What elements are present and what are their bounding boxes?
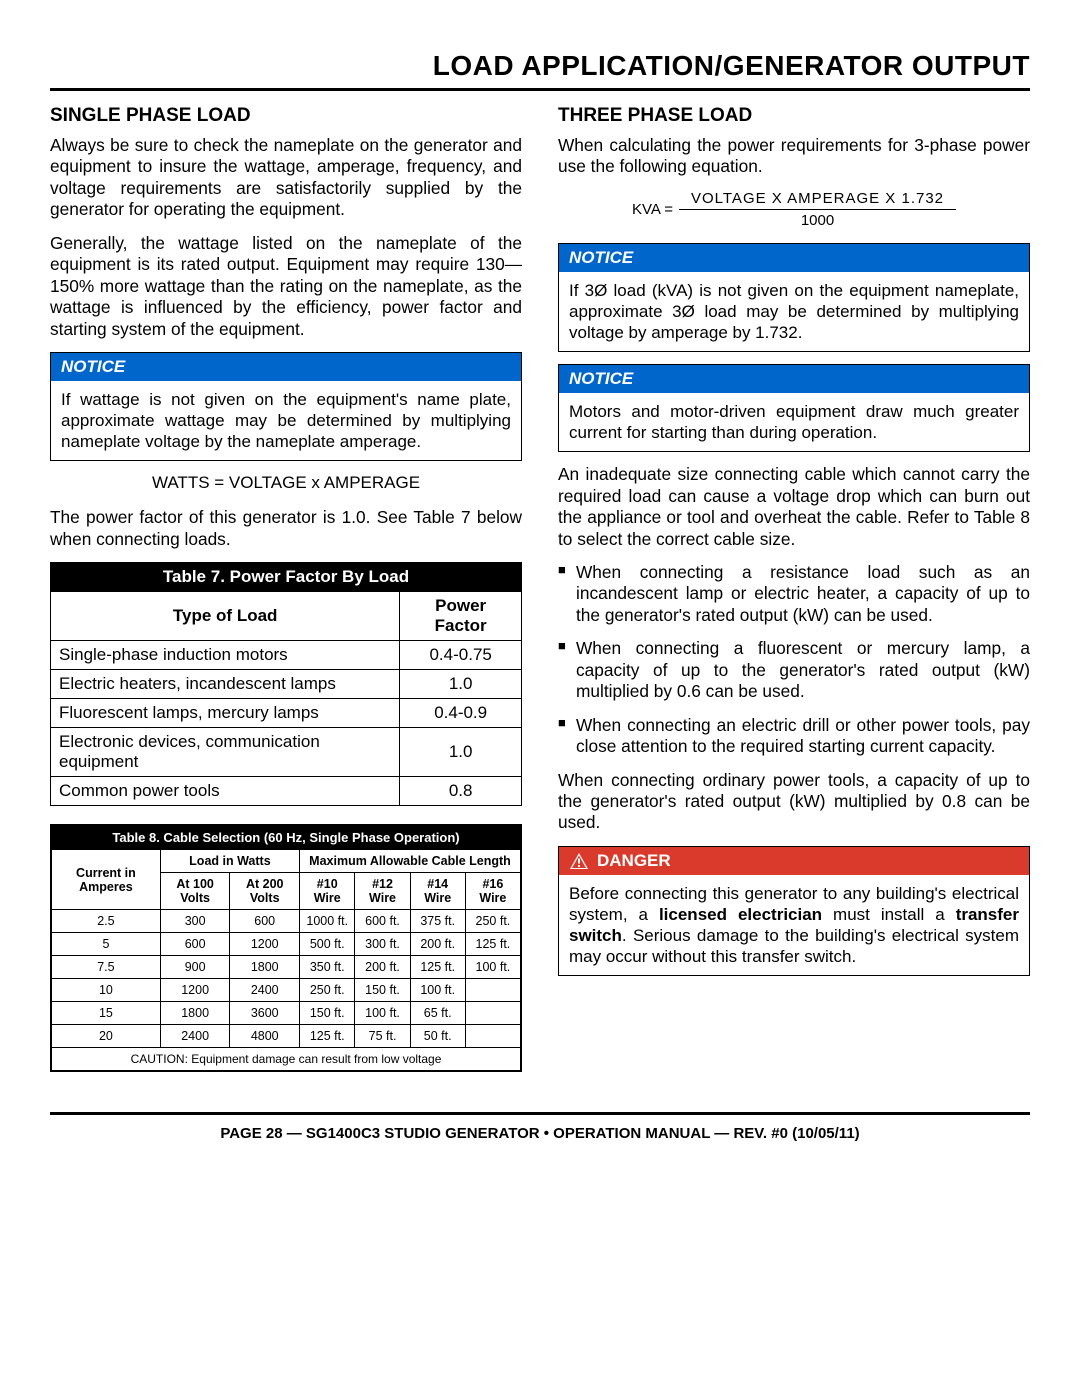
single-phase-para1: Always be sure to check the nameplate on… [50, 135, 522, 221]
page-title: LOAD APPLICATION/GENERATOR OUTPUT [50, 50, 1030, 82]
danger-body: Before connecting this generator to any … [559, 875, 1029, 975]
t8-h-w14: #14 Wire [410, 873, 465, 910]
table-7-power-factor: Table 7. Power Factor By Load Type of Lo… [50, 562, 522, 806]
notice-header: NOTICE [51, 353, 521, 381]
table-row: 56001200500 ft.300 ft.200 ft.125 ft. [51, 933, 521, 956]
t8-h-100v: At 100 Volts [160, 873, 230, 910]
notice-body: If wattage is not given on the equipment… [51, 381, 521, 460]
t8-h-load: Load in Watts [160, 850, 299, 873]
table-row: 2.53006001000 ft.600 ft.375 ft.250 ft. [51, 910, 521, 933]
t8-h-w12: #12 Wire [355, 873, 410, 910]
connection-bullet-list: When connecting a resistance load such a… [558, 562, 1030, 758]
table-row: Electronic devices, communication equipm… [51, 728, 522, 777]
kva-numerator: VOLTAGE X AMPERAGE X 1.732 [679, 190, 956, 210]
kva-denominator: 1000 [801, 210, 834, 229]
t8-h-w10: #10 Wire [300, 873, 355, 910]
single-phase-para2: Generally, the wattage listed on the nam… [50, 233, 522, 340]
right-column: THREE PHASE LOAD When calculating the po… [558, 105, 1030, 1072]
power-tools-para: When connecting ordinary power tools, a … [558, 770, 1030, 834]
title-rule [50, 88, 1030, 91]
notice-body: Motors and motor-driven equipment draw m… [559, 393, 1029, 451]
single-phase-heading: SINGLE PHASE LOAD [50, 105, 522, 127]
page-footer: PAGE 28 — SG1400C3 STUDIO GENERATOR • OP… [50, 1125, 1030, 1142]
notice-body: If 3Ø load (kVA) is not given on the equ… [559, 272, 1029, 351]
table-row: 7.59001800350 ft.200 ft.125 ft.100 ft. [51, 956, 521, 979]
notice-box-3phase: NOTICE If 3Ø load (kVA) is not given on … [558, 243, 1030, 352]
table-row: Single-phase induction motors0.4-0.75 [51, 641, 522, 670]
three-phase-heading: THREE PHASE LOAD [558, 105, 1030, 127]
t8-h-current: Current in Amperes [51, 850, 160, 910]
t8-h-w16: #16 Wire [465, 873, 521, 910]
kva-label: KVA = [632, 201, 673, 218]
three-phase-para1: When calculating the power requirements … [558, 135, 1030, 178]
danger-header: DANGER [559, 847, 1029, 875]
kva-fraction: VOLTAGE X AMPERAGE X 1.732 1000 [679, 190, 956, 229]
notice-header: NOTICE [559, 244, 1029, 272]
notice-header: NOTICE [559, 365, 1029, 393]
table-row: Fluorescent lamps, mercury lamps0.4-0.9 [51, 699, 522, 728]
two-column-layout: SINGLE PHASE LOAD Always be sure to chec… [50, 105, 1030, 1072]
danger-box: DANGER Before connecting this generator … [558, 846, 1030, 976]
table-row: 2024004800125 ft.75 ft.50 ft. [51, 1025, 521, 1048]
notice-box-left: NOTICE If wattage is not given on the eq… [50, 352, 522, 461]
list-item: When connecting an electric drill or oth… [558, 715, 1030, 758]
table-row: 1518003600150 ft.100 ft.65 ft. [51, 1002, 521, 1025]
table-row: Common power tools0.8 [51, 777, 522, 806]
list-item: When connecting a resistance load such a… [558, 562, 1030, 626]
notice-box-motors: NOTICE Motors and motor-driven equipment… [558, 364, 1030, 452]
kva-formula: KVA = VOLTAGE X AMPERAGE X 1.732 1000 [558, 190, 1030, 229]
t8-caution: CAUTION: Equipment damage can result fro… [51, 1048, 521, 1072]
t7-title: Table 7. Power Factor By Load [51, 563, 522, 592]
warning-triangle-icon [569, 852, 589, 870]
t7-col1: Type of Load [51, 592, 400, 641]
table-row: Electric heaters, incandescent lamps1.0 [51, 670, 522, 699]
danger-label: DANGER [597, 851, 671, 871]
footer-rule [50, 1112, 1030, 1115]
t8-h-200v: At 200 Volts [230, 873, 300, 910]
t8-h-maxcable: Maximum Allowable Cable Length [300, 850, 521, 873]
table-row: 1012002400250 ft.150 ft.100 ft. [51, 979, 521, 1002]
list-item: When connecting a fluorescent or mercury… [558, 638, 1030, 702]
cable-size-para: An inadequate size connecting cable whic… [558, 464, 1030, 550]
t8-title: Table 8. Cable Selection (60 Hz, Single … [51, 825, 521, 850]
t7-col2: Power Factor [400, 592, 522, 641]
watts-formula: WATTS = VOLTAGE x AMPERAGE [50, 473, 522, 493]
single-phase-para3: The power factor of this generator is 1.… [50, 507, 522, 550]
table-8-cable-selection: Table 8. Cable Selection (60 Hz, Single … [50, 824, 522, 1072]
left-column: SINGLE PHASE LOAD Always be sure to chec… [50, 105, 522, 1072]
